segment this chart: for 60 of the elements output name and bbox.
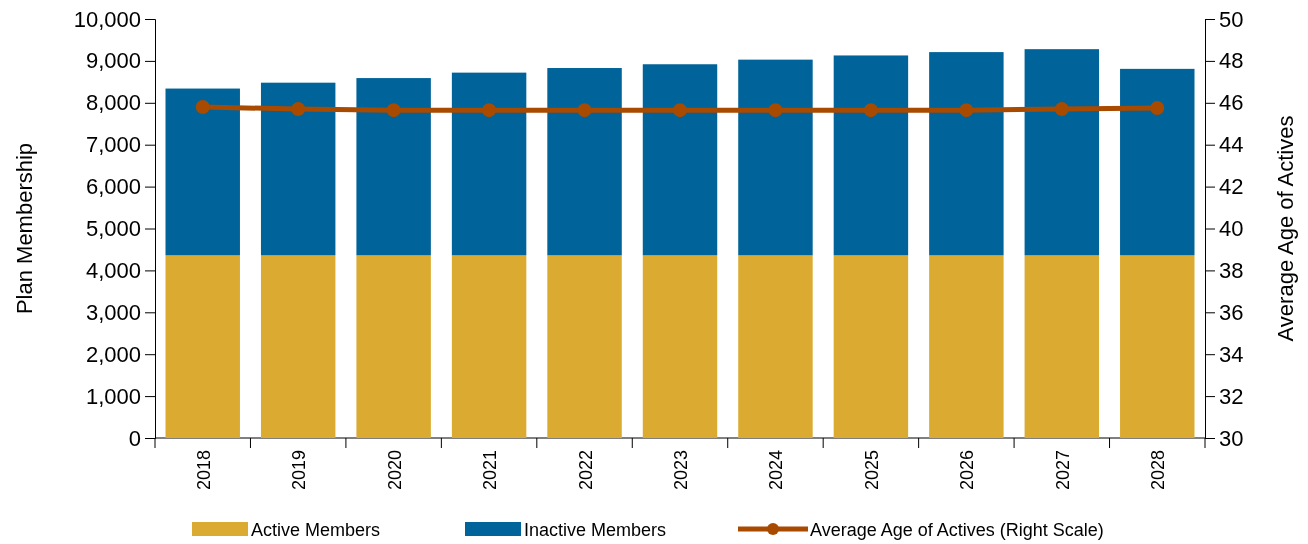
y-tick-label: 10,000 [73, 6, 141, 32]
y-tick-label: 1,000 [85, 383, 141, 409]
bar [1120, 68, 1195, 256]
bar [356, 78, 431, 256]
bar [547, 255, 622, 438]
y-tick-label: 4,000 [85, 257, 141, 283]
bar [642, 255, 718, 438]
x-tick-label: 2026 [957, 450, 978, 491]
bar [929, 255, 1004, 438]
legend-label: Active Members [251, 520, 381, 540]
bar [1024, 49, 1100, 256]
y2-tick-label: 50 [1219, 6, 1244, 32]
y2-tick-label: 46 [1219, 90, 1244, 116]
y-tick-label: 6,000 [85, 174, 141, 200]
y2-axis-title: Average Age of Actives [1273, 115, 1298, 342]
bar [738, 255, 813, 438]
bar [738, 59, 813, 256]
bar [642, 64, 718, 256]
y2-tick-label: 40 [1219, 216, 1244, 242]
x-tick-label: 2027 [1052, 450, 1073, 491]
y2-tick-label: 42 [1219, 174, 1244, 200]
bar [1120, 255, 1195, 438]
bar [833, 55, 909, 256]
y2-tick-label: 44 [1219, 132, 1244, 158]
bar [929, 52, 1004, 256]
bar [356, 255, 431, 438]
x-tick-label: 2020 [384, 450, 405, 491]
y-axis-title: Plan Membership [12, 142, 37, 315]
bar [260, 82, 336, 256]
y2-tick-label: 36 [1219, 299, 1244, 325]
x-tick-label: 2025 [861, 450, 882, 491]
y-tick-label: 5,000 [85, 216, 141, 242]
y-tick-label: 3,000 [85, 299, 141, 325]
y2-tick-label: 38 [1219, 257, 1244, 283]
y-tick-label: 2,000 [85, 341, 141, 367]
bar [451, 72, 527, 256]
y-tick-label: 7,000 [85, 132, 141, 158]
y2-tick-label: 48 [1219, 48, 1244, 74]
y-tick-label: 8,000 [85, 90, 141, 116]
legend-label: Average Age of Actives (Right Scale) [810, 520, 1104, 540]
bar [260, 255, 336, 438]
bar [547, 68, 622, 256]
bar [165, 88, 240, 256]
legend-label: Inactive Members [524, 520, 667, 540]
bar [1024, 255, 1100, 438]
x-tick-label: 2022 [575, 450, 596, 491]
x-tick-label: 2019 [289, 450, 310, 491]
bar [165, 255, 240, 438]
x-tick-label: 2024 [766, 450, 787, 491]
bar [833, 255, 909, 438]
bar [451, 255, 527, 438]
x-tick-label: 2023 [671, 450, 691, 491]
y-tick-label: 9,000 [85, 48, 141, 74]
x-tick-label: 2028 [1148, 450, 1169, 491]
y-tick-label: 0 [128, 425, 141, 451]
y2-tick-label: 34 [1219, 341, 1244, 367]
x-tick-label: 2021 [480, 450, 501, 491]
x-tick-label: 2018 [193, 450, 214, 491]
y2-tick-label: 32 [1219, 383, 1244, 409]
y2-tick-label: 30 [1219, 425, 1244, 451]
